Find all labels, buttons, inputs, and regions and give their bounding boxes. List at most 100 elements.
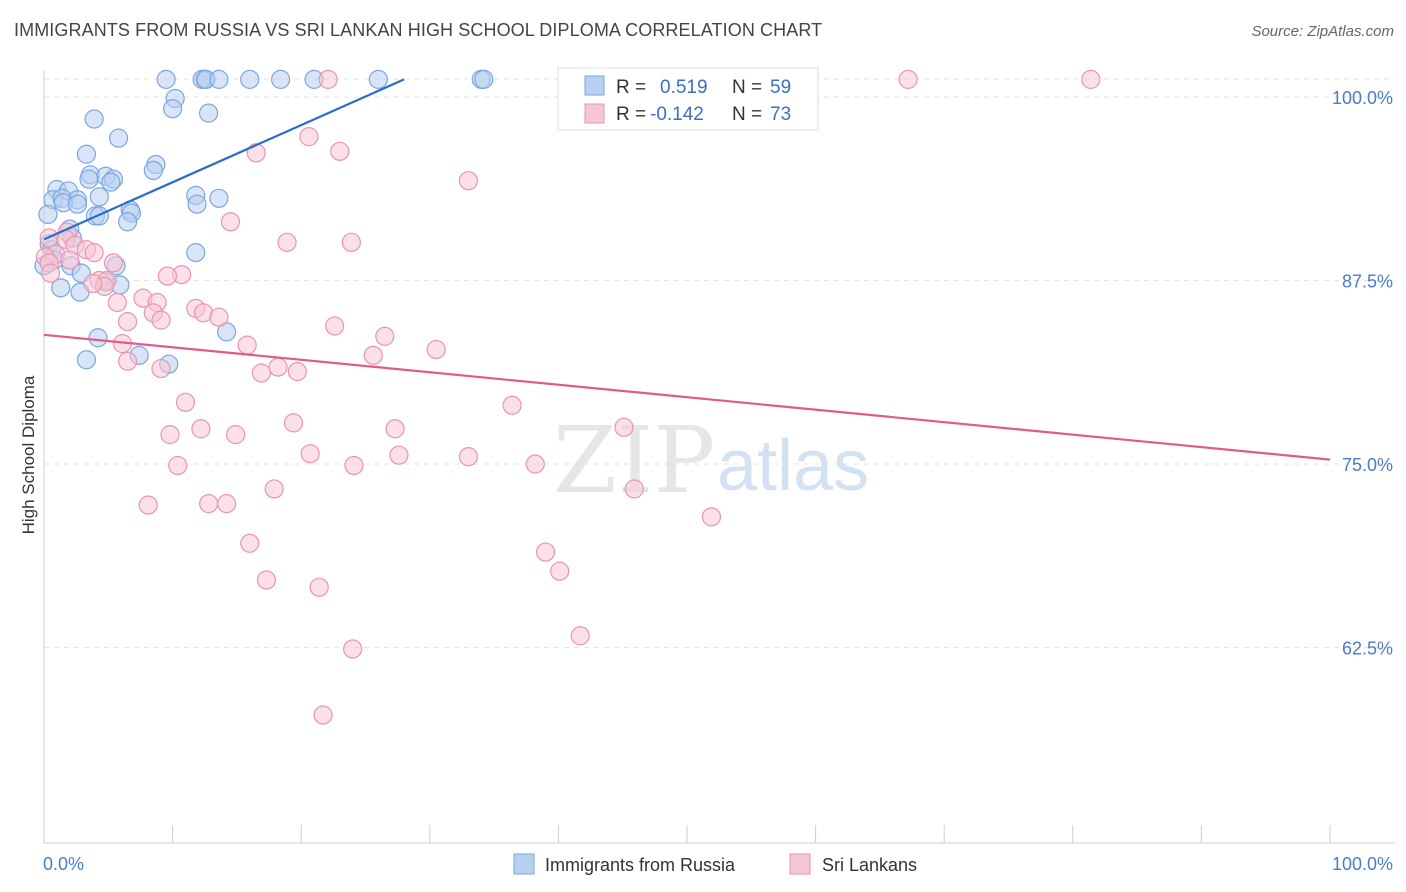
data-point — [156, 69, 176, 89]
data-point — [226, 425, 246, 445]
data-point — [76, 350, 97, 370]
data-point — [51, 278, 71, 298]
data-point — [385, 419, 405, 439]
data-point — [474, 69, 494, 89]
trendline-srilankans — [43, 333, 1331, 461]
data-point — [168, 455, 188, 476]
data-point — [84, 109, 104, 129]
data-point — [88, 328, 108, 348]
chart-source: Source: ZipAtlas.com — [1251, 23, 1394, 40]
data-point — [318, 69, 338, 89]
legend-r-label-1: R = — [616, 77, 646, 98]
y-tick-label: 75.0% — [1342, 455, 1393, 475]
data-point — [40, 263, 61, 283]
data-point — [535, 542, 556, 562]
data-point — [502, 395, 522, 415]
data-point — [268, 357, 288, 377]
data-point — [76, 144, 97, 164]
data-point — [79, 169, 99, 189]
legend-r-value-1: 0.519 — [660, 77, 708, 98]
series-russia — [34, 69, 494, 374]
data-point — [157, 266, 178, 286]
legend-n-value-1: 59 — [770, 77, 791, 98]
data-point — [525, 454, 545, 474]
series-srilankans — [35, 69, 1101, 725]
data-point — [186, 243, 206, 263]
y-tick-label: 62.5% — [1342, 639, 1393, 659]
data-point — [199, 103, 219, 123]
data-point — [458, 447, 478, 467]
data-point — [175, 392, 196, 412]
data-point — [309, 577, 329, 597]
data-point — [271, 69, 291, 89]
data-point — [287, 361, 307, 382]
data-point — [107, 292, 127, 313]
trendlines — [43, 78, 1331, 461]
data-point — [246, 143, 266, 163]
data-point — [426, 339, 446, 360]
data-point — [89, 187, 109, 207]
data-point — [330, 141, 350, 161]
data-point — [187, 194, 207, 214]
trendline-russia — [43, 78, 405, 241]
data-point — [313, 705, 333, 725]
bottom-legend-swatch-srilankans — [789, 853, 811, 875]
x-tick-label-right: 100.0% — [1332, 854, 1393, 874]
data-point — [217, 494, 237, 514]
legend-n-label-2: N = — [732, 104, 762, 125]
data-point — [117, 312, 138, 332]
data-point — [256, 570, 277, 590]
series-legend: Immigrants from Russia Sri Lankans — [513, 853, 917, 875]
legend-r-value-2: -0.142 — [650, 104, 704, 125]
data-point — [209, 188, 229, 208]
data-point — [458, 171, 478, 191]
data-point — [1081, 69, 1101, 89]
data-point — [151, 310, 171, 330]
data-point — [67, 194, 88, 214]
data-point — [103, 253, 124, 273]
data-point — [624, 479, 644, 499]
data-point — [277, 232, 297, 252]
x-tick-label-left: 0.0% — [43, 854, 84, 874]
data-point — [199, 494, 219, 514]
data-point — [344, 455, 364, 476]
data-point — [898, 69, 918, 89]
gridlines — [44, 78, 1395, 648]
stats-legend: R = 0.519 N = 59 R = -0.142 N = 73 — [557, 67, 819, 131]
data-point — [237, 335, 257, 355]
data-point — [701, 507, 722, 527]
y-tick-label: 100.0% — [1332, 88, 1393, 108]
data-point — [299, 127, 319, 147]
x-ticks — [43, 825, 1331, 843]
data-point — [375, 326, 395, 346]
bottom-legend-swatch-russia — [513, 853, 535, 875]
bottom-legend-label-russia: Immigrants from Russia — [545, 855, 736, 875]
data-point — [117, 212, 138, 232]
data-point — [300, 444, 320, 464]
data-point — [368, 69, 388, 89]
data-point — [163, 99, 183, 119]
series-points — [34, 69, 1101, 725]
data-point — [160, 425, 180, 445]
data-point — [283, 413, 304, 433]
bottom-legend-label-srilankans: Sri Lankans — [822, 855, 917, 875]
data-point — [325, 316, 345, 336]
y-axis-label: High School Diploma — [19, 375, 38, 534]
data-point — [251, 363, 271, 383]
data-point — [191, 419, 211, 439]
data-point — [138, 495, 158, 515]
data-point — [151, 358, 171, 379]
data-point — [209, 307, 229, 327]
data-point — [38, 204, 58, 225]
data-point — [240, 69, 260, 89]
watermark: ZIP atlas — [553, 407, 869, 514]
legend-n-label-1: N = — [732, 77, 762, 98]
data-point — [101, 172, 121, 192]
data-point — [84, 243, 104, 263]
legend-n-value-2: 73 — [770, 104, 791, 125]
chart-title: IMMIGRANTS FROM RUSSIA VS SRI LANKAN HIG… — [14, 20, 823, 40]
data-point — [108, 128, 129, 148]
data-point — [614, 417, 634, 437]
data-point — [341, 232, 361, 252]
